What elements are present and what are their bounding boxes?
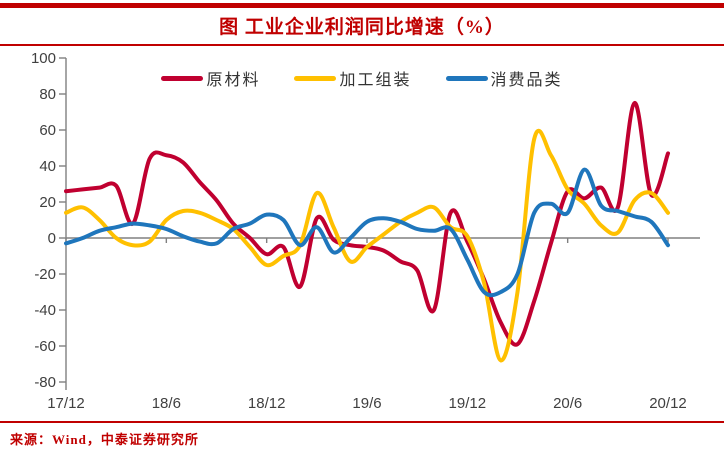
- legend-line-swatch-red: [161, 75, 204, 81]
- legend-line-swatch-blue: [445, 75, 488, 81]
- legend-label: 加工组装: [339, 72, 412, 89]
- x-tick-label: 17/12: [47, 395, 85, 412]
- x-tick-label: 18/6: [152, 395, 181, 412]
- series-line-加工组装: [64, 128, 670, 363]
- y-tick-label: 40: [39, 158, 56, 175]
- legend-item-raw-materials: 原材料: [161, 66, 260, 90]
- y-tick-label: -60: [34, 338, 56, 355]
- title-divider: [0, 44, 724, 46]
- top-accent-bar: [0, 3, 724, 8]
- y-tick-label: -20: [34, 266, 56, 283]
- x-tick-label: 19/6: [352, 395, 381, 412]
- chart-legend: 原材料 加工组装 消费品类: [0, 66, 724, 90]
- chart-title: 图 工业企业利润同比增速（%）: [219, 17, 505, 38]
- legend-item-processing-assembly: 加工组装: [294, 66, 411, 90]
- y-tick-label: -40: [34, 302, 56, 319]
- y-tick-label: 0: [48, 230, 56, 247]
- y-tick-label: 80: [39, 86, 56, 103]
- y-tick-label: 20: [39, 194, 56, 211]
- x-tick-label: 19/12: [449, 395, 487, 412]
- y-tick-label: 60: [39, 122, 56, 139]
- legend-label: 原材料: [206, 72, 261, 89]
- source-note: 来源：Wind，中泰证券研究所: [10, 432, 199, 447]
- line-chart-plot: 100 80 60 40 20 0 -20 -40 -60 -80 17/12 18/6 18/12 19…: [31, 50, 700, 412]
- x-tick-label: 18/12: [248, 395, 286, 412]
- series-line-消费品类: [64, 167, 670, 298]
- source-divider: [0, 421, 724, 423]
- y-tick-label: -80: [34, 374, 56, 391]
- x-tick-label: 20/12: [649, 395, 687, 412]
- legend-item-consumer-goods: 消费品类: [445, 66, 563, 90]
- y-tick-label: 100: [31, 50, 56, 67]
- legend-label: 消费品类: [490, 72, 563, 89]
- legend-line-swatch-yellow: [294, 75, 337, 81]
- x-tick-label: 20/6: [553, 395, 582, 412]
